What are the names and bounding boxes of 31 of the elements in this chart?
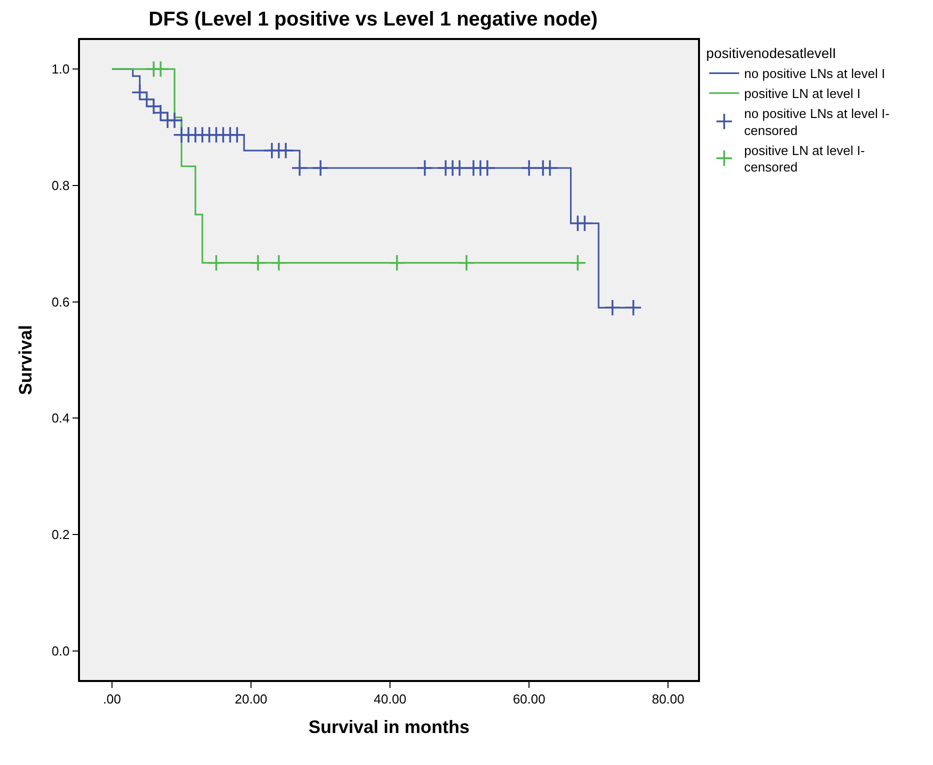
point bbox=[520, 159, 538, 177]
y-tick-label: 0.4 bbox=[52, 410, 70, 426]
x-axis-title: Survival in months bbox=[308, 716, 470, 737]
chart-title: DFS (Level 1 positive vs Level 1 negative node) bbox=[148, 8, 598, 30]
y-tick-label: 0.0 bbox=[52, 643, 70, 658]
point bbox=[388, 254, 406, 272]
y-tick-label: 0.2 bbox=[52, 527, 70, 542]
point bbox=[166, 112, 184, 129]
x-tick-label: 40.00 bbox=[374, 691, 406, 706]
y-tick-label: 0.6 bbox=[52, 294, 70, 310]
point bbox=[249, 254, 267, 272]
point bbox=[458, 254, 476, 272]
x-tick-label: 20.00 bbox=[234, 691, 268, 706]
x-tick-label: 80.00 bbox=[652, 691, 684, 706]
y-tick-label: 1.0 bbox=[52, 62, 70, 77]
y-tick-label: 0.8 bbox=[52, 178, 70, 193]
legend-title: positivenodesatlevelI bbox=[706, 45, 836, 62]
point bbox=[416, 159, 434, 177]
point bbox=[624, 299, 642, 316]
legend-label: positive LN at level I bbox=[744, 86, 861, 102]
legend-label: positive LN at level I- censored bbox=[744, 142, 865, 175]
legend-label: no positive LNs at level I bbox=[744, 66, 886, 82]
point bbox=[604, 299, 622, 316]
point bbox=[291, 159, 308, 177]
y-axis-title: Survival bbox=[15, 324, 36, 396]
point bbox=[312, 159, 330, 177]
x-tick-label: .00 bbox=[102, 691, 122, 706]
point bbox=[569, 254, 586, 272]
point bbox=[270, 254, 288, 272]
point bbox=[208, 254, 225, 272]
x-tick-label: 60.00 bbox=[512, 691, 546, 706]
